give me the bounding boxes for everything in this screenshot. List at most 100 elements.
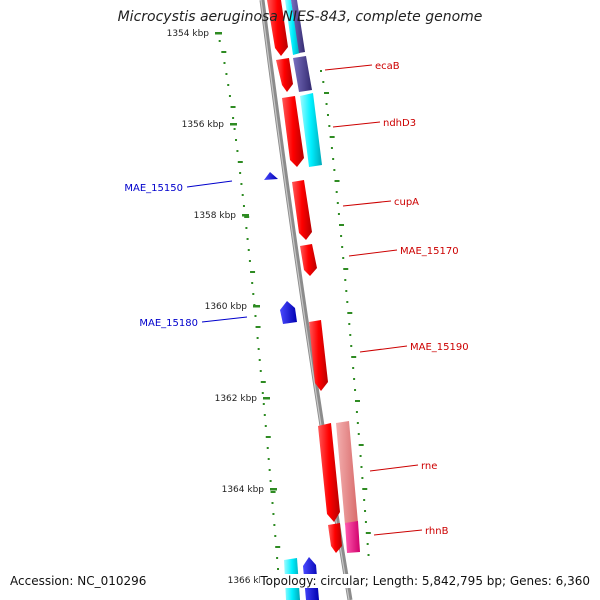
gene-label-mae-15180[interactable]: MAE_15180 xyxy=(139,318,198,329)
gc-dot xyxy=(326,114,329,116)
gene-block[interactable] xyxy=(336,421,358,525)
tick-label: 1362 kbp xyxy=(215,394,258,404)
gene-arrow[interactable] xyxy=(309,320,328,391)
gc-dot xyxy=(257,348,260,350)
gene-leader-line xyxy=(342,200,392,207)
gc-dot xyxy=(276,557,279,559)
gc-dot xyxy=(275,546,281,548)
gc-dot xyxy=(328,125,331,127)
gc-dot xyxy=(242,205,245,207)
gc-dot xyxy=(336,202,339,204)
gene-block[interactable] xyxy=(345,521,360,553)
gc-dot xyxy=(352,367,355,369)
tick-label: 1354 kbp xyxy=(167,29,210,39)
gene-arrow[interactable] xyxy=(318,423,340,522)
tick-label: 1366 kbp xyxy=(228,576,271,586)
gc-dot xyxy=(218,40,221,42)
gene-block[interactable] xyxy=(293,56,312,92)
gc-dot xyxy=(330,147,333,149)
gc-dot xyxy=(322,81,325,83)
gc-skew-right-track xyxy=(320,70,371,556)
tick-label: 1358 kbp xyxy=(194,211,237,221)
gene-arrow[interactable] xyxy=(282,96,304,167)
gc-dot xyxy=(270,491,276,493)
gc-dot xyxy=(265,436,271,438)
gc-dot xyxy=(358,444,364,446)
gene-block[interactable] xyxy=(300,93,322,167)
gene-arrow[interactable] xyxy=(300,244,317,276)
gc-dot xyxy=(365,532,371,534)
gene-leader-line xyxy=(359,345,408,353)
tick-label: 1360 kbp xyxy=(205,302,248,312)
gc-dot xyxy=(259,370,262,372)
gc-dot xyxy=(364,510,367,512)
gc-dot xyxy=(360,466,363,468)
gc-dot xyxy=(357,433,360,435)
gc-dot xyxy=(268,469,271,471)
gene-arrow[interactable] xyxy=(292,180,312,240)
gc-dot xyxy=(252,293,255,295)
gc-dot xyxy=(347,312,353,314)
gene-leader-line xyxy=(348,249,398,257)
gc-dot xyxy=(250,271,256,273)
gc-skew-left-track xyxy=(218,40,281,581)
gene-arrow[interactable] xyxy=(328,523,342,553)
gene-block[interactable] xyxy=(291,0,305,53)
gc-dot xyxy=(248,260,251,262)
gc-dot xyxy=(350,345,353,347)
gene-label-rhnb[interactable]: rhnB xyxy=(425,526,449,537)
gc-dot xyxy=(225,73,228,75)
gene-leader-line xyxy=(373,529,423,536)
gene-arrow[interactable] xyxy=(264,172,278,180)
gene-label-mae-15170[interactable]: MAE_15170 xyxy=(400,246,459,257)
gene-label-mae-15150[interactable]: MAE_15150 xyxy=(124,183,183,194)
gc-dot xyxy=(241,194,244,196)
gene-arrow[interactable] xyxy=(267,0,288,56)
tick-mark xyxy=(230,123,237,126)
gc-dot xyxy=(354,389,357,391)
tick-label: 1364 kbp xyxy=(222,485,265,495)
tick-mark xyxy=(253,305,260,308)
gc-dot xyxy=(227,84,230,86)
gene-block[interactable] xyxy=(285,0,300,55)
gc-dot xyxy=(261,392,264,394)
gene-leader-line xyxy=(369,464,419,472)
gc-dot xyxy=(342,257,345,259)
gc-dot xyxy=(346,301,349,303)
gc-dot xyxy=(324,92,330,94)
gc-dot xyxy=(359,455,362,457)
gc-dot xyxy=(332,158,335,160)
tick-label: 1356 kbp xyxy=(182,120,225,130)
gene-arrow[interactable] xyxy=(280,301,297,324)
genome-summary: Topology: circular; Length: 5,842,795 bp… xyxy=(260,574,590,588)
gene-label-rne[interactable]: rne xyxy=(421,461,437,472)
gc-dot xyxy=(251,282,254,284)
gc-dot xyxy=(341,246,344,248)
tick-mark xyxy=(270,488,277,491)
gc-dot xyxy=(353,378,356,380)
gc-dot xyxy=(340,235,343,237)
gc-dot xyxy=(260,381,266,383)
gc-dot xyxy=(329,136,335,138)
gc-dot xyxy=(264,425,267,427)
gc-dot xyxy=(236,150,239,152)
gc-dot xyxy=(223,62,226,64)
gc-dot xyxy=(256,337,259,339)
gene-label-mae-15190[interactable]: MAE_15190 xyxy=(410,342,469,353)
gc-dot xyxy=(333,169,336,171)
gene-label-cupa[interactable]: cupA xyxy=(394,197,419,208)
gc-dot xyxy=(237,161,243,163)
gc-dot xyxy=(232,117,235,119)
gc-dot xyxy=(266,447,269,449)
gene-label-ndhd3[interactable]: ndhD3 xyxy=(383,118,416,129)
gc-dot xyxy=(366,543,369,545)
gc-dot xyxy=(337,213,340,215)
gc-dot xyxy=(221,51,227,53)
gc-dot xyxy=(335,191,338,193)
gene-label-ecab[interactable]: ecaB xyxy=(375,61,400,72)
gene-arrow[interactable] xyxy=(276,58,293,92)
gc-dot xyxy=(262,403,265,405)
gc-dot xyxy=(263,414,266,416)
gene-leader-line xyxy=(186,180,233,188)
gc-dot xyxy=(361,477,364,479)
